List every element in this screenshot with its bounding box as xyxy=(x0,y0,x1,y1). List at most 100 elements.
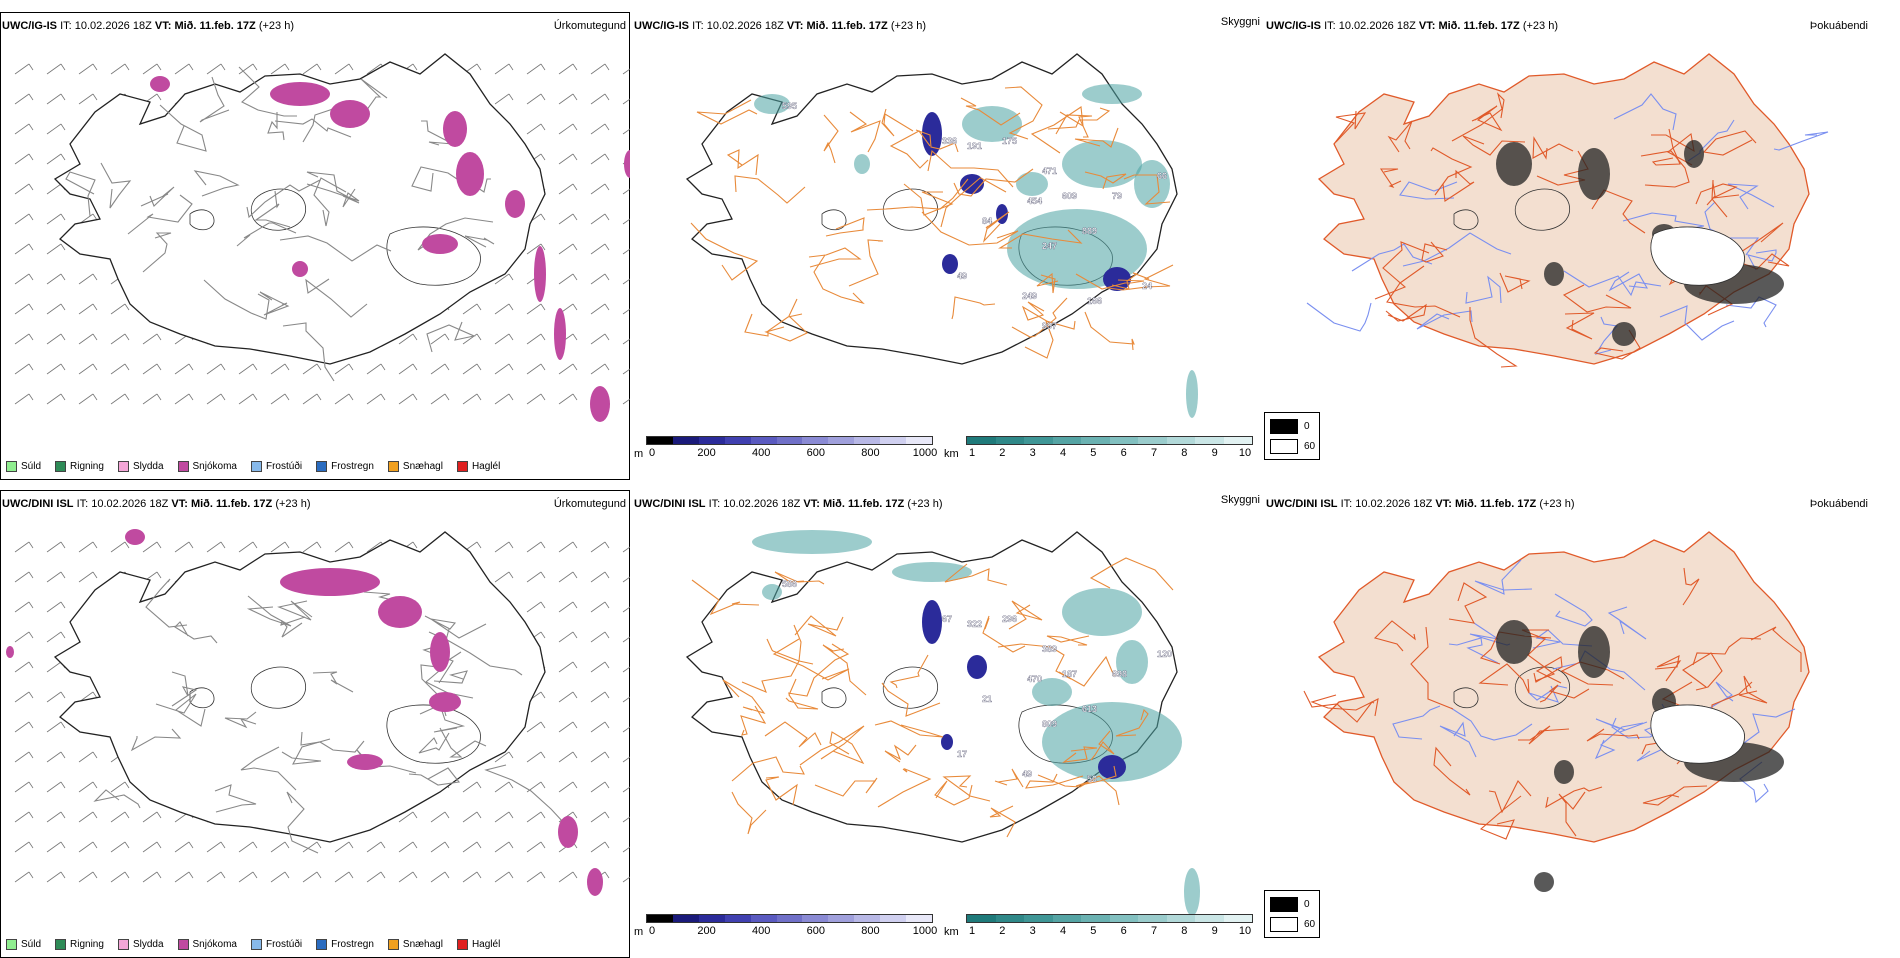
road-line xyxy=(1622,212,1705,231)
wind-barb xyxy=(462,811,482,823)
ceiling-label: 296 xyxy=(1002,614,1017,624)
colorbar-tick: 1000 xyxy=(912,925,938,937)
wind-barb xyxy=(622,876,630,883)
wind-barb xyxy=(590,93,610,105)
legend-item: Frostregn xyxy=(316,461,374,472)
ceiling-label: 249 xyxy=(1022,291,1037,301)
road-line xyxy=(1123,174,1171,205)
panel-type-label: Þokuábendi xyxy=(1809,20,1868,32)
legend-item: Snjókoma xyxy=(177,939,237,950)
colorbar-cell xyxy=(967,915,996,922)
road-line xyxy=(942,775,991,802)
wind-barb xyxy=(590,751,610,763)
wind-barb xyxy=(558,183,578,195)
wind-barb xyxy=(398,363,418,375)
road-line xyxy=(1594,722,1644,760)
wind-barb xyxy=(494,571,514,583)
road-line xyxy=(130,728,182,752)
colorbar-cell xyxy=(1052,437,1081,444)
ceiling-label: 586 xyxy=(782,579,797,589)
wind-barb xyxy=(110,781,130,793)
legend-label: Rigning xyxy=(70,939,104,950)
road-line xyxy=(849,111,881,153)
wind-barb xyxy=(14,841,34,853)
snow-area xyxy=(125,529,145,545)
ceiling-label: 470 xyxy=(1027,674,1042,684)
road-line xyxy=(155,693,206,727)
snow-area xyxy=(347,754,383,770)
fog-scale-label: 0 xyxy=(1304,421,1310,432)
road-line xyxy=(940,177,1007,228)
glacier-clear xyxy=(1650,704,1745,764)
ceiling-label: 67 xyxy=(942,614,952,624)
road-line xyxy=(1607,606,1647,640)
wind-barb xyxy=(206,363,226,375)
wind-barb xyxy=(206,871,226,883)
fog-scale-label: 60 xyxy=(1304,441,1316,452)
road-line xyxy=(277,600,313,621)
wind-barb xyxy=(622,398,630,405)
colorbar-tick: 0 xyxy=(648,447,656,459)
wind-barb xyxy=(558,601,578,613)
snow-area xyxy=(443,111,467,147)
glacier-outline xyxy=(1453,209,1479,231)
road-line xyxy=(1499,272,1531,293)
road-line xyxy=(411,166,464,192)
panel-title: UWC/IG-IS IT: 10.02.2026 18Z VT: Mið. 11… xyxy=(1266,20,1558,32)
wind-barb xyxy=(174,841,194,853)
wind-barb xyxy=(206,841,226,853)
road-line xyxy=(93,789,141,809)
colorbar-tick: 1 xyxy=(968,925,976,937)
wind-barb xyxy=(558,123,578,135)
wind-barb xyxy=(46,781,66,793)
road-line xyxy=(1410,626,1454,710)
wind-barb xyxy=(14,751,34,763)
wind-barb xyxy=(206,541,226,553)
colorbar-tick: 2 xyxy=(999,447,1006,459)
wind-barb xyxy=(494,841,514,853)
wind-barb xyxy=(526,841,546,853)
wind-barb xyxy=(142,541,162,553)
wind-barb xyxy=(590,123,610,135)
road-line xyxy=(306,171,360,204)
legend-swatch xyxy=(250,939,262,950)
low-visibility-area xyxy=(1116,640,1148,684)
fog-area xyxy=(1554,760,1574,784)
wind-barb xyxy=(526,63,546,75)
colorbar-cell xyxy=(828,915,855,922)
wind-barb xyxy=(46,123,66,135)
legend-swatch xyxy=(55,939,67,950)
colorbar-cell xyxy=(854,915,881,922)
wind-barb xyxy=(558,541,578,553)
legend-swatch xyxy=(177,461,189,472)
wind-barb xyxy=(46,63,66,75)
wind-barb xyxy=(110,871,130,883)
fog-scale-swatch xyxy=(1270,897,1298,912)
wind-barb xyxy=(14,393,34,405)
wind-barb xyxy=(46,273,66,285)
road-line xyxy=(1695,183,1740,205)
legend-item: Rigning xyxy=(55,461,104,472)
ceiling-colorbar: m 0 200 400 600 800 1000 xyxy=(634,914,938,938)
wind-barb xyxy=(110,841,130,853)
legend-label: Haglél xyxy=(471,939,501,950)
wind-barb xyxy=(526,303,546,315)
low-ceiling-area xyxy=(1098,755,1126,779)
fog-area xyxy=(1578,626,1610,678)
colorbar-cell xyxy=(698,915,725,922)
colorbar-tick: 0 xyxy=(648,925,656,937)
legend-item: Frostúði xyxy=(250,461,302,472)
colorbar-tick: 8 xyxy=(1181,925,1188,937)
colorbar-cell xyxy=(802,437,829,444)
colorbar-tick: 1000 xyxy=(912,447,938,459)
road-line xyxy=(240,746,297,791)
colorbar-tick: 7 xyxy=(1150,447,1158,459)
road-line xyxy=(889,654,929,689)
road-line xyxy=(696,99,758,125)
glacier-clear xyxy=(1650,226,1745,286)
ceiling-label: 247 xyxy=(1042,241,1057,251)
snow-area xyxy=(554,308,566,360)
wind-barb xyxy=(526,363,546,375)
colorbar-cell xyxy=(995,437,1024,444)
legend-item: Rigning xyxy=(55,939,104,950)
